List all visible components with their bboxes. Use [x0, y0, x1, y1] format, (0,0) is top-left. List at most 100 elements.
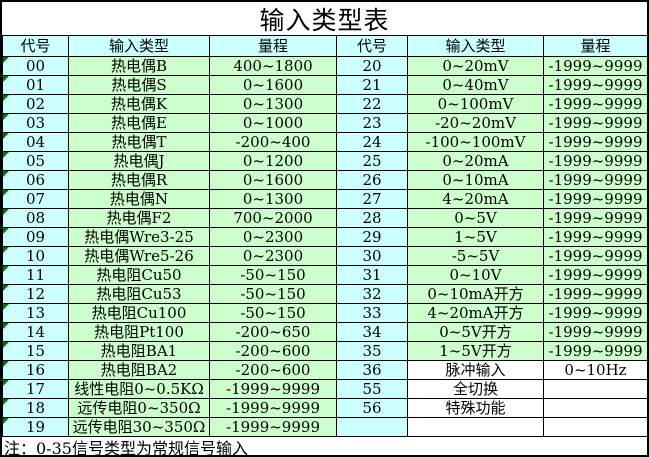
header-range-right: 量程 — [543, 35, 647, 57]
right-code-cell: 35 — [336, 341, 408, 361]
right-range-cell: -1999~9999 — [543, 132, 647, 152]
right-type-cell: 特殊功能 — [407, 398, 544, 418]
left-range-cell: -200~600 — [209, 360, 337, 380]
left-type-cell: 热电阻Cu100 — [68, 303, 210, 323]
right-range-cell — [543, 398, 647, 418]
table-row: 05 热电偶J 0~1200 25 0~20mA -1999~9999 — [2, 151, 647, 171]
cell-corner-triangle-icon — [3, 266, 9, 272]
right-range-cell: -1999~9999 — [543, 151, 647, 171]
table-row: 18 远传电阻0~350Ω -1999~9999 56 特殊功能 — [2, 398, 647, 418]
left-code-cell: 04 — [2, 132, 69, 152]
left-range-cell: 0~1300 — [209, 189, 337, 209]
left-type-cell: 热电偶J — [68, 151, 210, 171]
right-code-cell: 28 — [336, 208, 408, 228]
left-code-cell: 10 — [2, 246, 69, 266]
table-row: 11 热电阻Cu50 -50~150 31 0~10V -1999~9999 — [2, 265, 647, 285]
right-code-cell: 22 — [336, 94, 408, 114]
left-code-cell: 18 — [2, 398, 69, 418]
cell-corner-triangle-icon — [3, 418, 9, 424]
right-type-cell: 0~5V — [407, 208, 544, 228]
right-range-cell: -1999~9999 — [543, 284, 647, 304]
cell-corner-triangle-icon — [3, 171, 9, 177]
right-type-cell: 1~5V — [407, 227, 544, 247]
footnote: 注：0-35信号类型为常规信号输入 — [2, 437, 647, 455]
table-row: 14 热电阻Pt100 -200~650 34 0~5V开方 -1999~9999 — [2, 322, 647, 342]
left-code-cell: 06 — [2, 170, 69, 190]
left-type-cell: 热电偶Wre5-26 — [68, 246, 210, 266]
left-range-cell: 0~2300 — [209, 227, 337, 247]
right-range-cell: -1999~9999 — [543, 341, 647, 361]
table-row: 19 远传电阻30~350Ω -1999~9999 — [2, 417, 647, 437]
table-body: 00 热电偶B 400~1800 20 0~20mV -1999~9999 01 热电偶S 0~… — [2, 56, 647, 437]
right-type-cell: 全切换 — [407, 379, 544, 399]
right-type-cell: 0~10V — [407, 265, 544, 285]
left-code-cell: 09 — [2, 227, 69, 247]
header-type-left: 输入类型 — [68, 35, 210, 57]
header-range-left: 量程 — [209, 35, 337, 57]
left-range-cell: -50~150 — [209, 265, 337, 285]
table-row: 09 热电偶Wre3-25 0~2300 29 1~5V -1999~9999 — [2, 227, 647, 247]
left-range-cell: 0~1000 — [209, 113, 337, 133]
left-code-cell: 16 — [2, 360, 69, 380]
left-code-cell: 05 — [2, 151, 69, 171]
right-type-cell: 0~40mV — [407, 75, 544, 95]
left-code-cell: 15 — [2, 341, 69, 361]
right-range-cell: -1999~9999 — [543, 227, 647, 247]
right-code-cell: 31 — [336, 265, 408, 285]
left-range-cell: 0~1200 — [209, 151, 337, 171]
right-range-cell — [543, 379, 647, 399]
left-range-cell: -1999~9999 — [209, 417, 337, 437]
right-range-cell: -1999~9999 — [543, 170, 647, 190]
table-row: 00 热电偶B 400~1800 20 0~20mV -1999~9999 — [2, 56, 647, 76]
left-range-cell: 0~1600 — [209, 170, 337, 190]
cell-corner-triangle-icon — [3, 114, 9, 120]
left-code-cell: 08 — [2, 208, 69, 228]
right-range-cell: -1999~9999 — [543, 246, 647, 266]
left-range-cell: 400~1800 — [209, 56, 337, 76]
right-code-cell: 23 — [336, 113, 408, 133]
right-range-cell: -1999~9999 — [543, 189, 647, 209]
left-code-cell: 13 — [2, 303, 69, 323]
page-title: 输入类型表 — [2, 2, 647, 35]
right-code-cell — [336, 417, 408, 437]
right-type-cell: 0~20mV — [407, 56, 544, 76]
right-type-cell: 0~10mA — [407, 170, 544, 190]
cell-corner-triangle-icon — [3, 95, 9, 101]
left-type-cell: 热电阻Pt100 — [68, 322, 210, 342]
right-type-cell: 4~20mA开方 — [407, 303, 544, 323]
left-code-cell: 03 — [2, 113, 69, 133]
left-code-cell: 00 — [2, 56, 69, 76]
right-range-cell: -1999~9999 — [543, 208, 647, 228]
cell-corner-triangle-icon — [3, 133, 9, 139]
left-type-cell: 热电偶B — [68, 56, 210, 76]
right-code-cell: 25 — [336, 151, 408, 171]
right-code-cell: 29 — [336, 227, 408, 247]
right-range-cell: -1999~9999 — [543, 94, 647, 114]
right-code-cell: 30 — [336, 246, 408, 266]
left-type-cell: 热电偶F2 — [68, 208, 210, 228]
left-type-cell: 热电偶Wre3-25 — [68, 227, 210, 247]
left-code-cell: 17 — [2, 379, 69, 399]
right-code-cell: 24 — [336, 132, 408, 152]
left-code-cell: 02 — [2, 94, 69, 114]
right-range-cell: -1999~9999 — [543, 75, 647, 95]
left-type-cell: 热电阻Cu50 — [68, 265, 210, 285]
right-type-cell: 4~20mA — [407, 189, 544, 209]
right-range-cell — [543, 417, 647, 437]
left-type-cell: 热电阻BA2 — [68, 360, 210, 380]
cell-corner-triangle-icon — [3, 342, 9, 348]
left-code-cell: 19 — [2, 417, 69, 437]
right-code-cell: 34 — [336, 322, 408, 342]
right-range-cell: -1999~9999 — [543, 322, 647, 342]
left-type-cell: 热电偶S — [68, 75, 210, 95]
right-type-cell — [407, 417, 544, 437]
left-type-cell: 热电偶E — [68, 113, 210, 133]
right-range-cell: -1999~9999 — [543, 56, 647, 76]
left-type-cell: 热电阻BA1 — [68, 341, 210, 361]
left-range-cell: -1999~9999 — [209, 398, 337, 418]
left-range-cell: -200~600 — [209, 341, 337, 361]
left-range-cell: 0~2300 — [209, 246, 337, 266]
left-range-cell: 0~1600 — [209, 75, 337, 95]
right-code-cell: 56 — [336, 398, 408, 418]
